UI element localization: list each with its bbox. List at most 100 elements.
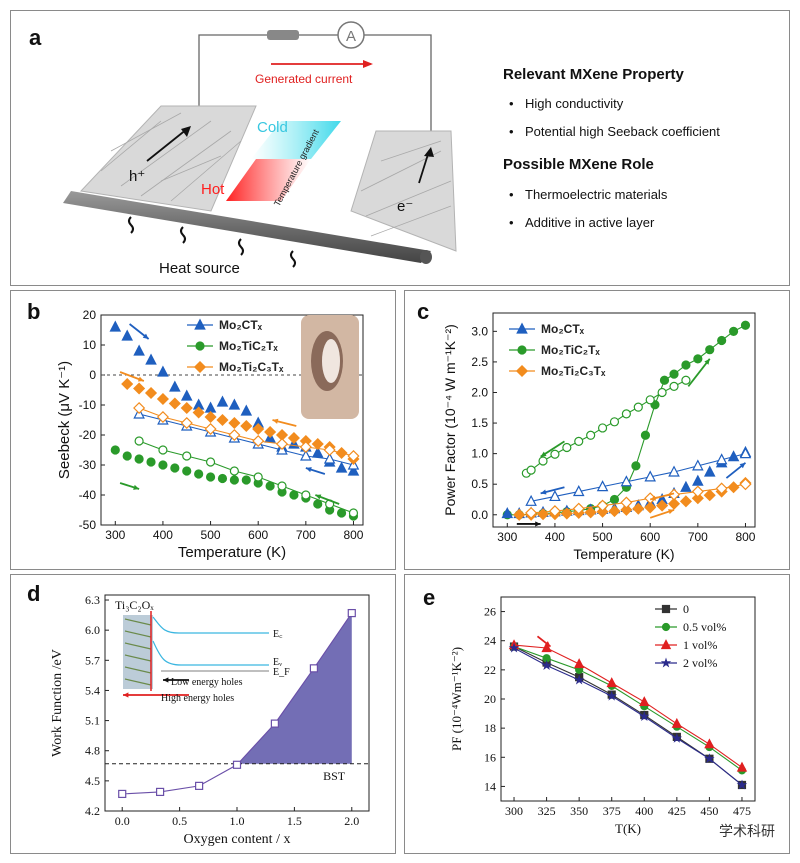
data-point bbox=[133, 382, 146, 395]
y-tick-label: -40 bbox=[79, 488, 97, 502]
bullet: • bbox=[509, 187, 514, 202]
y-tick-label: 14 bbox=[484, 779, 496, 793]
panel-d-label: d bbox=[27, 581, 41, 606]
data-point bbox=[180, 416, 193, 430]
data-point bbox=[146, 457, 156, 467]
resistor bbox=[267, 30, 299, 40]
ev-curve bbox=[152, 640, 269, 666]
x-tick-label: 2.0 bbox=[344, 814, 359, 828]
plot-frame bbox=[100, 314, 364, 526]
series-line bbox=[138, 440, 354, 514]
series-line bbox=[513, 644, 743, 768]
y-tick-label: 5.7 bbox=[85, 653, 100, 667]
direction-arrowhead bbox=[133, 484, 140, 490]
panel-c: c 300 400 500 600 700 800 0.0 0.5 1.0 1.5 2.0 2.5 3.… bbox=[404, 290, 790, 570]
y-tick-label: 24 bbox=[484, 634, 496, 648]
data-point bbox=[121, 329, 133, 341]
data-point bbox=[671, 732, 683, 743]
data-point bbox=[573, 674, 585, 685]
y-tick-label: 0 bbox=[89, 368, 96, 382]
data-point bbox=[204, 422, 217, 436]
x-tick-label: 0.5 bbox=[172, 814, 187, 828]
data-point bbox=[631, 461, 641, 471]
data-point bbox=[144, 386, 158, 400]
trend-arrows bbox=[536, 635, 552, 648]
ef-label: E_F bbox=[273, 667, 290, 678]
data-point bbox=[300, 449, 312, 461]
data-point bbox=[501, 507, 514, 519]
data-point bbox=[739, 478, 752, 491]
hole-label: h⁺ bbox=[129, 168, 145, 185]
y-tick-label: 1.0 bbox=[471, 447, 488, 461]
data-point bbox=[715, 453, 728, 465]
data-point bbox=[205, 472, 216, 482]
data-point bbox=[669, 381, 679, 391]
direction-arrowhead bbox=[123, 692, 129, 698]
panel-d: d 0.0 0.5 1.0 1.5 2.0 4.2 4.5 4.8 5.1 5.4 5.7 6.0 6.… bbox=[10, 574, 396, 854]
legend-label: Mo₂CTₓ bbox=[219, 318, 263, 332]
data-point bbox=[253, 472, 263, 482]
panel-b: b 300 400 500 600 700 800 20 10 0 -10 -20 -30 -40 -50… bbox=[10, 290, 396, 570]
data-point bbox=[633, 402, 643, 412]
crystal-layer bbox=[124, 642, 152, 650]
data-point bbox=[287, 431, 300, 445]
electron-label: e⁻ bbox=[397, 198, 413, 215]
trend-arrows bbox=[119, 323, 340, 505]
y-tick-label: 0.5 bbox=[471, 477, 488, 491]
x-tick-label: 700 bbox=[688, 530, 708, 544]
x-tick-label: 800 bbox=[343, 528, 363, 542]
role-item: Thermoelectric materials bbox=[525, 187, 668, 202]
direction-arrowhead bbox=[544, 641, 551, 647]
x-tick-label: 400 bbox=[545, 530, 565, 544]
data-point bbox=[608, 505, 621, 518]
y-tick-label: 20 bbox=[83, 308, 97, 322]
ec-curve bbox=[152, 616, 269, 634]
data-point bbox=[680, 480, 692, 492]
data-point bbox=[336, 508, 347, 518]
crystal-layer bbox=[124, 678, 152, 686]
data-point bbox=[195, 781, 204, 790]
data-point bbox=[596, 480, 609, 492]
direction-arrowhead bbox=[142, 333, 149, 339]
y-axis-label: PF (10⁻⁴Wm⁻¹K⁻²) bbox=[449, 647, 464, 751]
data-point bbox=[216, 413, 229, 427]
data-point bbox=[232, 760, 242, 769]
x-tick-label: 700 bbox=[296, 528, 316, 542]
series-Mo₂Ti₂C₃Tₓ bbox=[513, 476, 752, 521]
data-point bbox=[606, 677, 617, 688]
data-point bbox=[109, 320, 122, 332]
data-point bbox=[216, 395, 229, 407]
series-Mo₂Ti₂C₃Tₓ bbox=[525, 478, 752, 519]
data-point bbox=[541, 642, 552, 653]
legend-marker bbox=[660, 657, 672, 668]
data-point bbox=[736, 779, 748, 790]
legend-label: 2 vol% bbox=[683, 656, 717, 670]
data-point bbox=[644, 470, 656, 482]
data-point bbox=[620, 496, 633, 509]
data-point bbox=[538, 456, 548, 466]
data-point bbox=[548, 505, 561, 518]
data-point bbox=[240, 404, 253, 416]
crystal-layer bbox=[124, 618, 152, 626]
data-point bbox=[323, 443, 336, 457]
x-tick-label: 0.0 bbox=[115, 814, 130, 828]
data-point bbox=[705, 345, 715, 355]
series-line bbox=[138, 413, 354, 466]
data-point bbox=[299, 440, 312, 454]
x-tick-label: 375 bbox=[603, 804, 621, 818]
right-mxene-flakes bbox=[350, 130, 457, 252]
data-point bbox=[609, 417, 620, 427]
legend-label: 0 bbox=[683, 602, 689, 616]
direction-arrow bbox=[687, 358, 711, 387]
y-tick-label: -50 bbox=[79, 518, 97, 532]
data-point bbox=[309, 664, 319, 673]
data-point bbox=[668, 465, 680, 477]
data-point bbox=[645, 395, 655, 405]
panel-b-label: b bbox=[27, 299, 41, 324]
y-tick-label: 6.3 bbox=[85, 593, 100, 607]
band-diagram-inset: Ti₃C₂Oₓ E꜀ EᵥE_F Low energy holes High energ… bbox=[115, 598, 290, 704]
direction-arrowhead bbox=[305, 467, 312, 473]
data-point bbox=[536, 508, 550, 521]
data-point bbox=[347, 464, 360, 476]
data-point bbox=[639, 696, 650, 707]
